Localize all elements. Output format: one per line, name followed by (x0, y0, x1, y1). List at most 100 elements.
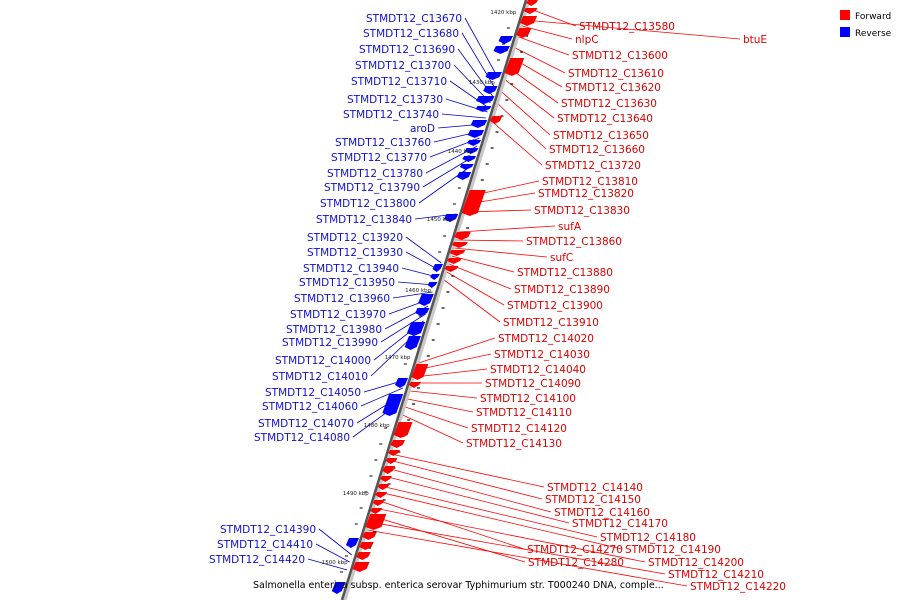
forward-gene (411, 364, 429, 380)
leader-line (453, 247, 548, 258)
forward-gene (375, 492, 388, 498)
forward-gene (489, 116, 503, 124)
leader-line (383, 475, 570, 524)
leader-line (418, 337, 496, 364)
reverse-leader-lines (307, 17, 499, 571)
forward-gene (362, 532, 377, 540)
kbp-tick-label: 1460 kbp (405, 288, 431, 294)
forward-gene (352, 562, 370, 572)
gene-label-reverse: STMDT12_C13740 (343, 109, 439, 121)
reverse-gene (470, 120, 488, 128)
gene-label-reverse: STMDT12_C14070 (258, 418, 354, 430)
legend-swatch-reverse (840, 27, 850, 37)
gene-label-forward: STMDT12_C14090 (485, 378, 581, 390)
leader-line (392, 291, 433, 299)
gene-label-reverse: STMDT12_C13710 (351, 76, 447, 88)
gene-label-forward: STMDT12_C14120 (471, 423, 567, 435)
kbp-tick-label: 1470 kbp (385, 355, 411, 361)
leader-line (380, 313, 426, 343)
gene-label-forward: STMDT12_C13830 (534, 205, 630, 217)
forward-gene (356, 552, 371, 560)
leader-line (441, 113, 486, 119)
gene-label-forward: STMDT12_C14270 (527, 544, 623, 556)
gene-label-reverse: STMDT12_C14010 (272, 371, 368, 383)
leader-line (402, 414, 464, 444)
legend-item-forward: Forward (840, 10, 891, 22)
gene-label-forward: STMDT12_C14190 (625, 544, 721, 556)
leader-line (367, 529, 688, 587)
gene-label-reverse: STMDT12_C14080 (254, 432, 350, 444)
gene-label-forward: STMDT12_C14200 (648, 557, 744, 569)
reverse-gene (382, 394, 404, 416)
gene-label-reverse: STMDT12_C13770 (331, 152, 427, 164)
reverse-gene (443, 214, 459, 222)
forward-gene (526, 0, 538, 6)
gene-label-reverse: aroD (410, 123, 435, 135)
reverse-gene (406, 322, 426, 336)
forward-gene (388, 450, 400, 456)
legend-label-reverse: Reverse (855, 29, 892, 39)
forward-gene (454, 232, 471, 240)
reverse-gene (475, 106, 492, 112)
gene-label-forward: STMDT12_C14220 (690, 581, 786, 593)
gene-label-reverse: STMDT12_C14000 (275, 355, 371, 367)
leader-line (451, 255, 515, 273)
gene-label-forward: STMDT12_C14160 (554, 507, 650, 519)
leader-line (307, 558, 348, 571)
leader-line (518, 36, 570, 56)
gene-label-forward: STMDT12_C14210 (668, 569, 764, 581)
gene-label-forward: STMDT12_C14280 (528, 557, 624, 569)
leader-line (360, 387, 404, 407)
kbp-tick-label: 1440 kbp (448, 149, 474, 155)
gene-label-forward: sufA (558, 221, 582, 233)
leader-line (422, 155, 475, 188)
leader-line (388, 459, 543, 500)
gene-label-forward: STMDT12_C13720 (545, 160, 641, 172)
gene-label-forward: STMDT12_C13630 (561, 98, 657, 110)
forward-gene (385, 458, 398, 464)
leader-line (414, 368, 488, 378)
gene-label-forward: nlpC (575, 34, 599, 46)
gene-label-forward: STMDT12_C13820 (538, 188, 634, 200)
reverse-gene (404, 336, 421, 350)
reverse-gene (493, 46, 510, 54)
gene-label-reverse: STMDT12_C13920 (307, 232, 403, 244)
leader-line (448, 263, 512, 290)
gene-label-forward: STMDT12_C13660 (549, 144, 645, 156)
leader-line (446, 271, 505, 306)
gene-label-reverse: STMDT12_C13970 (290, 309, 386, 321)
forward-gene (380, 476, 393, 482)
forward-gene (382, 466, 396, 474)
gene-label-reverse: STMDT12_C13780 (327, 168, 423, 180)
gene-label-reverse: STMDT12_C13930 (307, 247, 403, 259)
reverse-gene (498, 36, 513, 44)
forward-gene (365, 514, 387, 530)
gene-label-forward: STMDT12_C14110 (476, 407, 572, 419)
leader-line (380, 485, 598, 538)
leader-line (497, 103, 547, 150)
leader-line (508, 67, 559, 104)
gene-arrows (331, 0, 538, 594)
leader-line (390, 453, 545, 488)
gene-label-reverse: STMDT12_C13940 (303, 263, 399, 275)
reverse-gene (415, 308, 430, 316)
gene-label-reverse: STMDT12_C13790 (324, 182, 420, 194)
reverse-gene (331, 582, 346, 594)
leader-line (369, 521, 666, 575)
gene-label-forward: STMDT12_C13580 (579, 21, 675, 33)
gene-labels: STMDT12_C13670 STMDT12_C13680 STMDT12_C136… (209, 13, 786, 593)
leader-line (443, 279, 501, 323)
forward-gene (359, 542, 374, 550)
gene-label-forward: STMDT12_C14030 (494, 349, 590, 361)
forward-gene (451, 242, 468, 248)
leader-line (416, 353, 492, 371)
gene-label-forward: STMDT12_C14130 (466, 438, 562, 450)
gene-label-forward: STMDT12_C13640 (557, 113, 653, 125)
caption: Salmonella enterica subsp. enterica sero… (253, 580, 664, 591)
gene-label-reverse: STMDT12_C14390 (220, 524, 316, 536)
gene-label-reverse: STMDT12_C13980 (286, 324, 382, 336)
leader-line (515, 47, 566, 74)
gene-label-reverse: STMDT12_C13950 (299, 277, 395, 289)
kbp-tick-label: 1430 kbp (469, 80, 495, 86)
